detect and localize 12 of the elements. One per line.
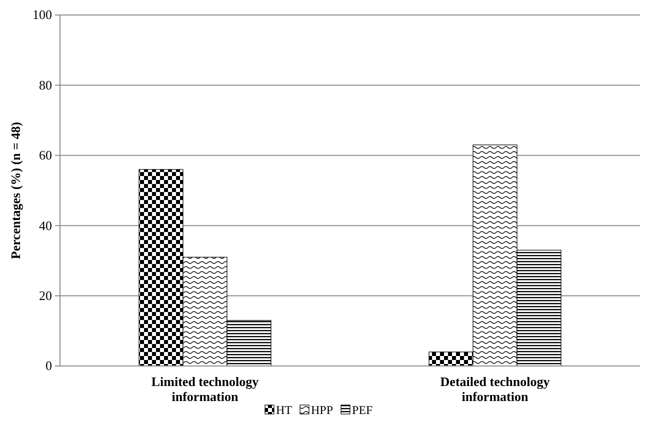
legend-label: PEF: [352, 403, 374, 417]
legend-label: HPP: [311, 403, 334, 417]
x-tick-label: Detailed technology information: [440, 374, 550, 404]
y-tick-label: 0: [46, 358, 52, 374]
y-tick-label: 40: [39, 218, 52, 233]
x-tick-label: Limited technology information: [151, 374, 260, 404]
y-tick-label: 60: [39, 148, 52, 163]
y-tick-label: 80: [39, 77, 52, 92]
y-axis-title: Percentages (%) (n = 48): [8, 122, 23, 260]
y-tick-label: 100: [32, 7, 52, 22]
legend-label: HT: [276, 403, 293, 417]
y-tick-label: 20: [39, 288, 52, 303]
